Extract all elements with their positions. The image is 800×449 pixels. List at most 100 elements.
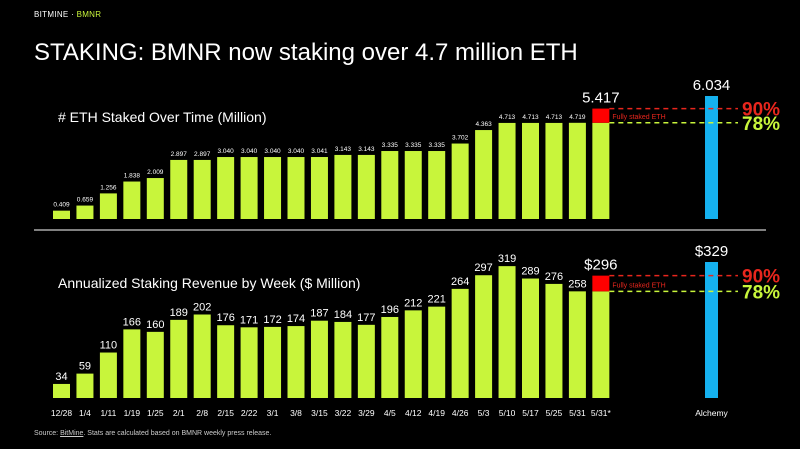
bar: [217, 325, 235, 398]
bar-value-label: 3.040: [241, 148, 258, 155]
bar: [498, 122, 516, 219]
bar: [240, 157, 258, 219]
bar: [428, 306, 446, 398]
ticker-label: BMNR: [76, 10, 102, 19]
bar-value-label: 176: [216, 312, 234, 324]
bar-value-label: 110: [100, 340, 118, 352]
bar-value-label: $329: [695, 243, 728, 260]
bar: [545, 283, 563, 398]
bar: [404, 310, 422, 398]
x-tick-label: 12/28: [51, 408, 73, 418]
bar: [123, 329, 141, 398]
bar: [310, 320, 328, 398]
x-tick-label: 2/8: [196, 408, 208, 418]
x-tick-label: 5/10: [499, 408, 516, 418]
reference-line-label: 90%: [742, 100, 780, 121]
x-tick-label: 5/3: [478, 408, 490, 418]
bar-value-label: 3.143: [335, 146, 352, 153]
bar: [475, 275, 493, 398]
bar-alchemy: [705, 262, 718, 398]
bar-value-label: 3.335: [405, 142, 422, 149]
bar-value-label: 4.713: [499, 114, 516, 121]
x-tick-label: 3/15: [311, 408, 328, 418]
bar-value-label: 2.009: [147, 169, 164, 176]
bar-value-label: 2.897: [171, 151, 188, 158]
x-tick-label: 5/31: [569, 408, 586, 418]
bar-value-label: 187: [310, 308, 328, 320]
bar: [592, 122, 610, 219]
bar-value-label: 0.659: [77, 197, 94, 204]
chart-title-revenue: Annualized Staking Revenue by Week ($ Mi…: [58, 275, 360, 291]
bar: [193, 159, 211, 219]
bar: [334, 321, 352, 398]
bar: [310, 157, 328, 219]
bar: [217, 157, 235, 219]
reference-line-label: 90%: [742, 267, 780, 288]
bar-value-label: 1.838: [124, 173, 141, 180]
bar-value-label: 3.040: [288, 148, 305, 155]
bar: [592, 291, 610, 398]
bar-projection-segment: [592, 275, 610, 292]
x-tick-label: 1/4: [79, 408, 91, 418]
x-tick-label: 3/1: [267, 408, 279, 418]
bar-value-label: 184: [334, 309, 352, 321]
bar: [193, 314, 211, 398]
bar-value-label: 6.034: [693, 77, 731, 94]
bar-value-label: 189: [170, 307, 188, 319]
bar: [76, 205, 94, 219]
page-title: STAKING: BMNR now staking over 4.7 milli…: [34, 39, 578, 66]
bar: [287, 157, 305, 219]
source-link[interactable]: BitMine: [60, 430, 84, 437]
brand-name: BITMINE: [34, 10, 69, 19]
bar-value-label: 3.040: [264, 148, 281, 155]
bar: [568, 291, 586, 398]
bar-value-label: 177: [357, 312, 375, 324]
bar: [428, 151, 446, 219]
bar: [522, 278, 539, 398]
bar-value-label: 172: [263, 314, 281, 326]
bar-value-label: 4.713: [522, 114, 539, 121]
bar: [381, 316, 399, 398]
x-tick-label: 5/31*: [591, 408, 612, 418]
bar: [146, 331, 164, 398]
bar: [522, 122, 539, 219]
brand-separator: ·: [68, 10, 77, 19]
bar: [99, 193, 117, 219]
source-note: Source: BitMine. Stats are calculated ba…: [34, 430, 271, 437]
bar-value-label: 3.041: [311, 148, 328, 155]
bar: [404, 151, 422, 219]
bar: [146, 178, 164, 219]
x-tick-label: 1/19: [124, 408, 141, 418]
bar-value-label: 3.335: [382, 142, 399, 149]
bar-value-label: 221: [428, 294, 446, 306]
bar-value-label: 34: [55, 371, 67, 383]
bar: [475, 130, 493, 219]
x-tick-label: 3/8: [290, 408, 302, 418]
bar: [99, 352, 117, 398]
bar: [334, 154, 352, 219]
bar-value-label: 212: [404, 297, 422, 309]
bar-value-label: 1.256: [100, 184, 117, 191]
bar: [264, 326, 282, 398]
bar: [170, 159, 188, 219]
bar: [53, 210, 70, 219]
bar-value-label: 4.713: [546, 114, 563, 121]
bar-value-label: 4.363: [475, 121, 492, 128]
bar-value-label: 3.335: [429, 142, 446, 149]
bar-value-label: $296: [584, 257, 617, 274]
source-rest: . Stats are calculated based on BMNR wee…: [83, 430, 272, 437]
x-tick-label: 1/25: [147, 408, 164, 418]
x-tick-label: 5/17: [522, 408, 539, 418]
bar: [451, 288, 469, 398]
bar-value-label: 2.897: [194, 151, 211, 158]
bar: [123, 181, 141, 219]
bar: [451, 143, 469, 219]
bar-value-label: 297: [474, 262, 492, 274]
bar-alchemy: [705, 96, 718, 219]
bar: [381, 151, 399, 219]
bar-value-label: 174: [287, 313, 305, 325]
bar: [545, 122, 563, 219]
x-tick-label: 4/5: [384, 408, 396, 418]
bar: [357, 154, 375, 219]
bar: [287, 326, 305, 398]
